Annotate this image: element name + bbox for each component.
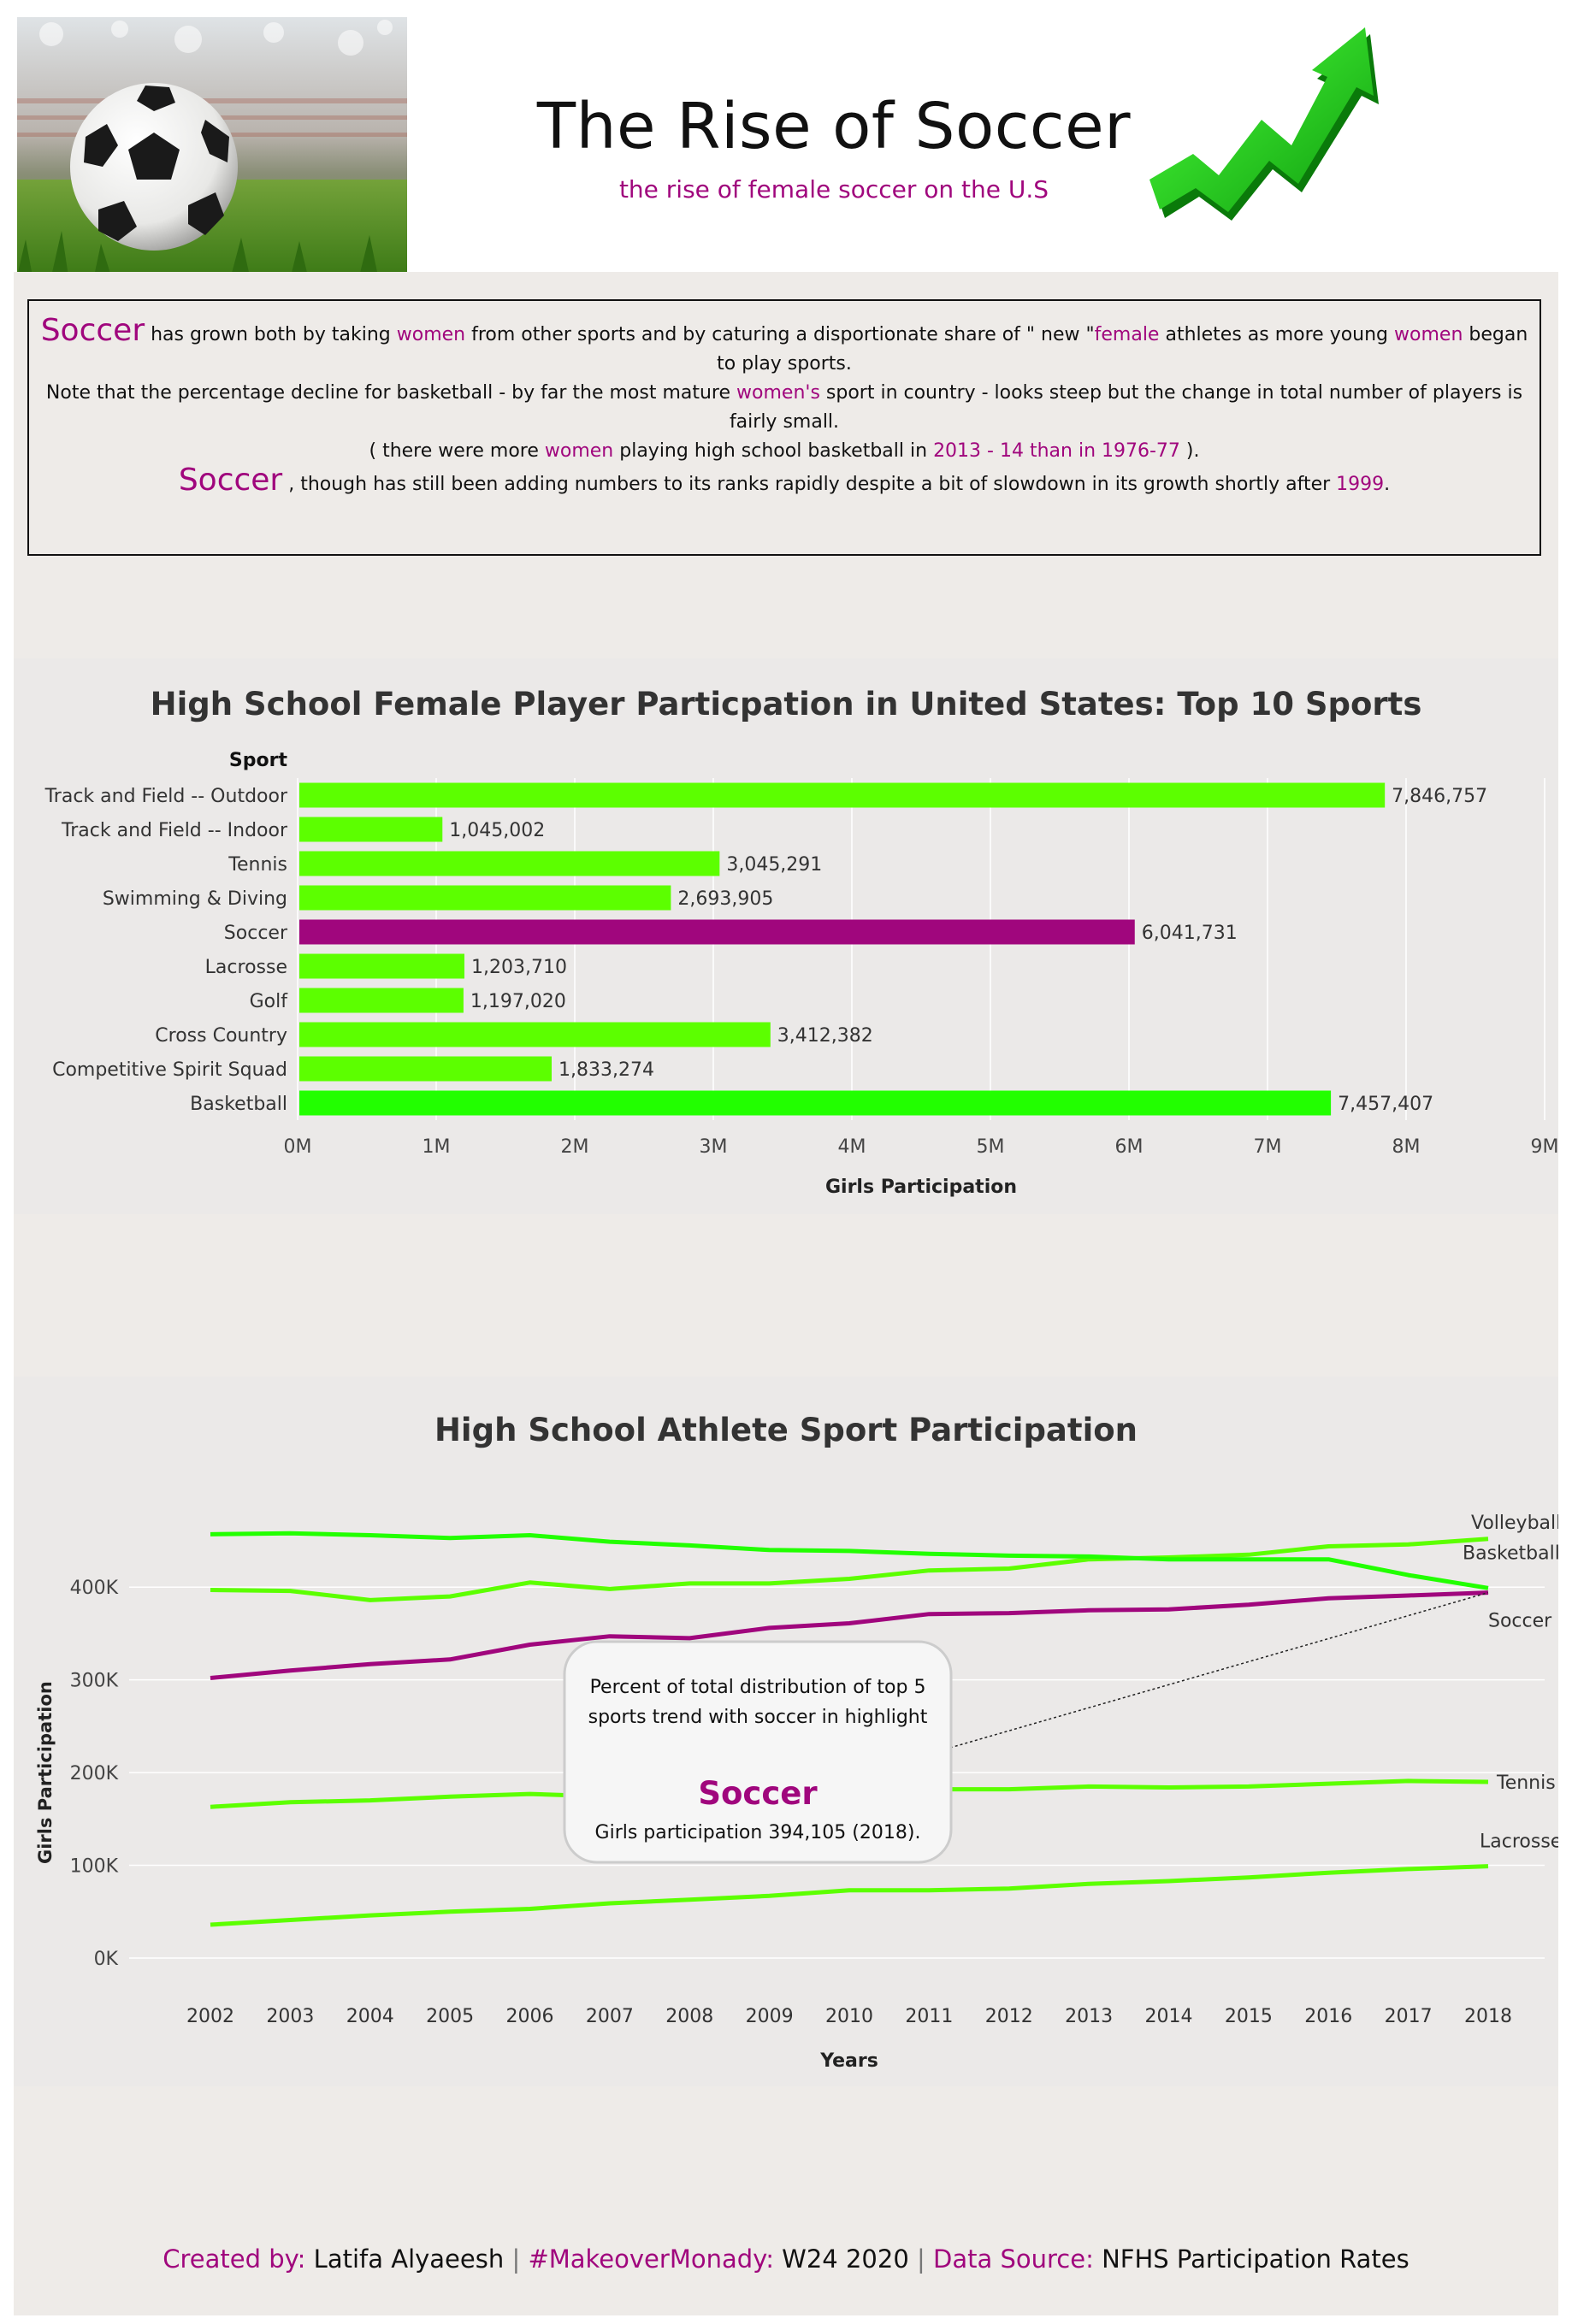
line-y-tick-label: 100K xyxy=(70,1856,119,1878)
top-sports-bar-chart: High School Female Player Particpation i… xyxy=(14,658,1558,1214)
bar-value-label: 3,412,382 xyxy=(777,1025,873,1047)
intro-paragraph-3: ( there were more women playing high sch… xyxy=(369,440,1200,462)
bar-y-axis-title: Sport xyxy=(229,750,288,771)
intro-paragraph-4: Soccer , though has still been adding nu… xyxy=(178,463,1391,498)
line-y-tick-label: 0K xyxy=(94,1949,119,1970)
annotation-headline: Soccer xyxy=(698,1775,818,1812)
bar-x-tick-label: 0M xyxy=(284,1136,312,1158)
bar-category-label: Track and Field -- Outdoor xyxy=(44,786,288,807)
line-y-tick-label: 300K xyxy=(70,1671,119,1692)
intro-text-box: Soccer has grown both by taking women fr… xyxy=(27,299,1541,556)
bar-category-label: Lacrosse xyxy=(205,957,287,978)
line-x-axis-title: Years xyxy=(819,2050,878,2072)
bar-category-label: Basketball xyxy=(190,1094,287,1115)
credits-footer: Created by: Latifa Alyaeesh | #MakeoverM… xyxy=(163,2244,1409,2274)
annotation-detail: Girls participation 394,105 (2018). xyxy=(595,1822,921,1843)
series-label-soccer: Soccer xyxy=(1488,1611,1552,1632)
participation-line-chart: High School Athlete Sport Participation 0… xyxy=(14,1377,1558,2086)
bar xyxy=(299,1056,552,1082)
page-subtitle: the rise of female soccer on the U.S xyxy=(618,175,1049,203)
bar-x-tick-label: 7M xyxy=(1254,1136,1282,1158)
bar xyxy=(299,885,671,911)
line-x-tick-label: 2015 xyxy=(1225,2006,1273,2027)
bar-category-label: Competitive Spirit Squad xyxy=(52,1059,287,1081)
intro-paragraph-1: Soccer has grown both by taking women fr… xyxy=(40,313,1528,375)
bar-x-tick-label: 2M xyxy=(561,1136,589,1158)
series-line-volleyball xyxy=(210,1537,1489,1602)
bar-value-label: 1,833,274 xyxy=(558,1059,654,1081)
line-y-axis-title: Girls Participation xyxy=(35,1681,56,1864)
bar-chart-title: High School Female Player Particpation i… xyxy=(151,686,1422,723)
bar-x-tick-label: 5M xyxy=(977,1136,1005,1158)
bar-category-label: Track and Field -- Indoor xyxy=(61,820,288,841)
series-line-lacrosse xyxy=(210,1864,1489,1927)
series-label-volleyball: Volleyball xyxy=(1471,1513,1558,1534)
bar-value-label: 3,045,291 xyxy=(726,854,822,876)
bar xyxy=(299,817,443,842)
bar-value-label: 1,045,002 xyxy=(449,820,545,841)
bar-value-label: 2,693,905 xyxy=(677,888,773,910)
bar-value-label: 7,846,757 xyxy=(1392,786,1487,807)
line-x-tick-label: 2018 xyxy=(1464,2006,1512,2027)
annotation-box xyxy=(563,1640,953,1864)
line-x-tick-label: 2004 xyxy=(346,2006,394,2027)
bar-category-label: Golf xyxy=(250,991,289,1012)
bar xyxy=(299,953,465,979)
bar-x-tick-label: 1M xyxy=(423,1136,451,1158)
bar xyxy=(299,919,1135,945)
line-x-tick-label: 2016 xyxy=(1304,2006,1352,2027)
bar-value-label: 6,041,731 xyxy=(1142,923,1238,944)
line-x-tick-label: 2003 xyxy=(266,2006,314,2027)
bar-value-label: 1,197,020 xyxy=(470,991,566,1012)
line-x-tick-label: 2007 xyxy=(586,2006,634,2027)
line-x-tick-label: 2012 xyxy=(985,2006,1033,2027)
line-x-tick-label: 2017 xyxy=(1385,2006,1433,2027)
line-x-tick-label: 2009 xyxy=(746,2006,794,2027)
series-line-soccer xyxy=(210,1590,1489,1680)
bar-value-label: 1,203,710 xyxy=(471,957,567,978)
bar-category-label: Soccer xyxy=(224,923,288,944)
annotation-leader-line xyxy=(949,1591,1489,1749)
page-title: The Rise of Soccer xyxy=(536,90,1132,163)
annotation-text-line-1: Percent of total distribution of top 5 xyxy=(590,1677,926,1698)
bar-value-label: 7,457,407 xyxy=(1338,1094,1433,1115)
line-x-tick-label: 2010 xyxy=(825,2006,873,2027)
bar xyxy=(299,1090,1332,1116)
line-x-tick-label: 2005 xyxy=(426,2006,474,2027)
line-x-tick-label: 2011 xyxy=(905,2006,953,2027)
bar-x-tick-label: 4M xyxy=(838,1136,866,1158)
bar xyxy=(299,782,1386,808)
line-x-tick-label: 2013 xyxy=(1065,2006,1113,2027)
line-x-tick-label: 2014 xyxy=(1145,2006,1193,2027)
line-chart-title: High School Athlete Sport Participation xyxy=(434,1412,1138,1448)
bar xyxy=(299,988,464,1013)
bar-x-tick-label: 6M xyxy=(1115,1136,1144,1158)
bar-category-label: Tennis xyxy=(228,854,287,876)
line-x-tick-label: 2008 xyxy=(665,2006,713,2027)
bar-category-label: Swimming & Diving xyxy=(103,888,287,910)
series-line-basketball xyxy=(210,1531,1489,1590)
bar-category-label: Cross Country xyxy=(155,1025,287,1047)
bar-x-axis-title: Girls Participation xyxy=(825,1177,1017,1198)
bar-x-tick-label: 9M xyxy=(1531,1136,1558,1158)
bar xyxy=(299,1022,771,1047)
line-x-tick-label: 2002 xyxy=(186,2006,234,2027)
line-y-tick-label: 200K xyxy=(70,1763,119,1784)
series-label-tennis: Tennis xyxy=(1496,1772,1556,1794)
bar-x-tick-label: 3M xyxy=(700,1136,728,1158)
line-y-tick-label: 400K xyxy=(70,1578,119,1599)
rising-arrow-icon xyxy=(1146,26,1394,222)
bar-x-tick-label: 8M xyxy=(1392,1136,1421,1158)
intro-paragraph-2: Note that the percentage decline for bas… xyxy=(45,382,1523,433)
line-x-tick-label: 2006 xyxy=(506,2006,554,2027)
annotation-text-line-2: sports trend with soccer in highlight xyxy=(588,1707,928,1728)
series-label-basketball: Basketball xyxy=(1463,1542,1558,1564)
bar xyxy=(299,851,720,876)
series-label-lacrosse: Lacrosse xyxy=(1480,1831,1558,1853)
soccer-ball-photo xyxy=(17,17,407,276)
